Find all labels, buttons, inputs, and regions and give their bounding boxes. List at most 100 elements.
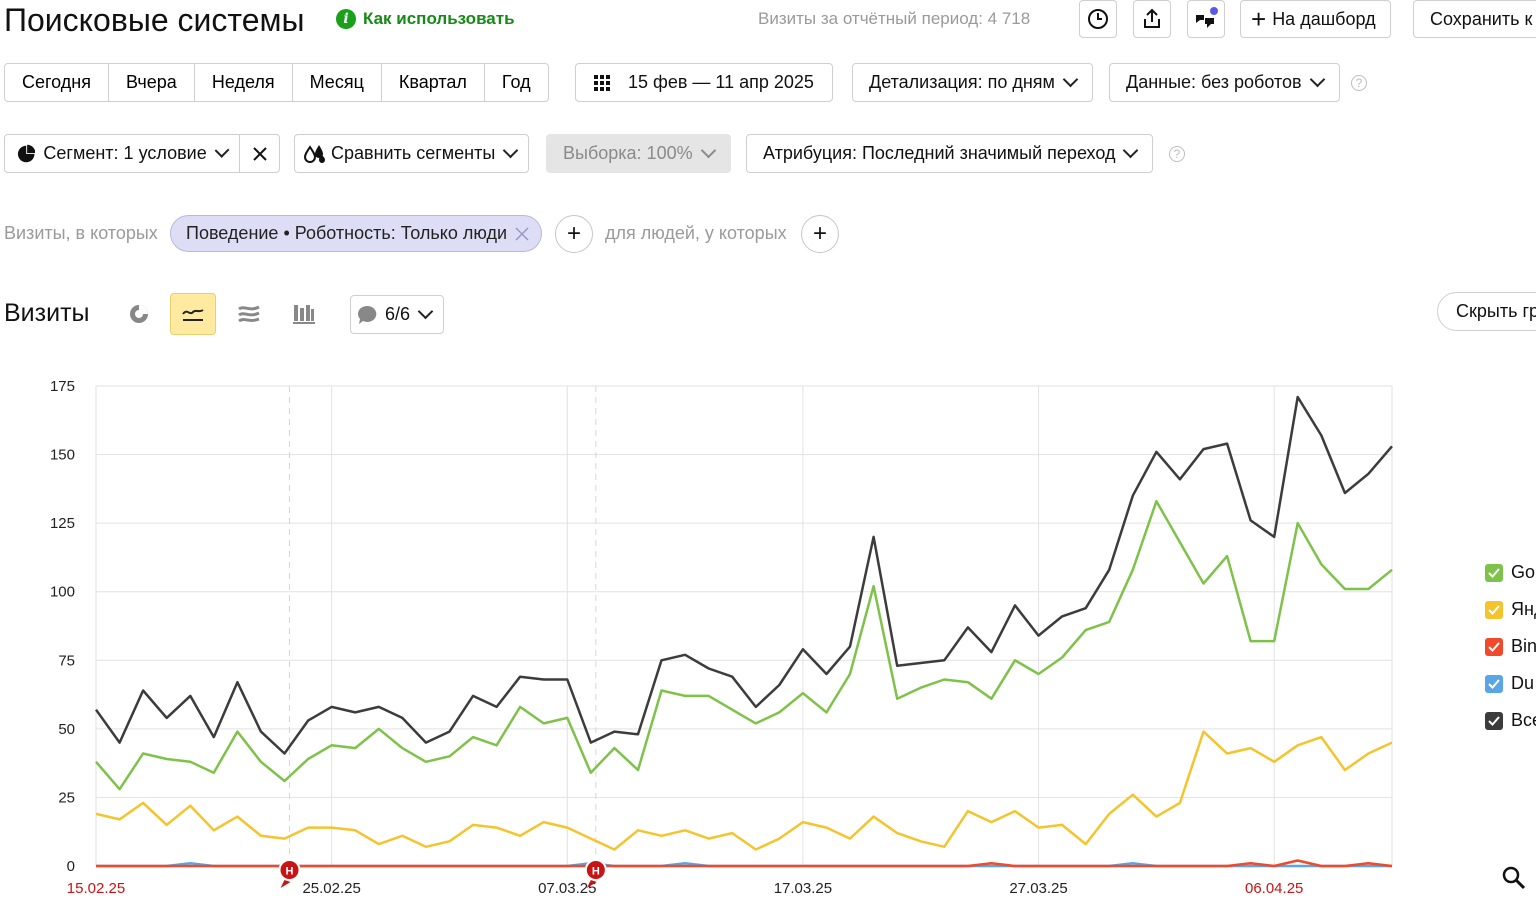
y-tick-label: 0: [67, 858, 75, 875]
series-line: [95, 499, 1393, 791]
sample-dropdown[interactable]: Выборка: 100%: [546, 134, 731, 173]
bar-chart-icon: [293, 305, 315, 324]
period-quarter[interactable]: Квартал: [382, 64, 485, 101]
x-tick-label: 07.03.25: [538, 880, 596, 897]
y-tick-label: 100: [50, 584, 75, 601]
chart-title: Визиты: [4, 299, 90, 327]
line-chart-view-button[interactable]: [170, 293, 216, 335]
x-tick-label: 15.02.25: [67, 880, 125, 897]
pie-chart-view-button[interactable]: [116, 293, 162, 335]
segment-label: Сегмент: 1 условие: [43, 143, 207, 163]
assistant-button[interactable]: [1187, 0, 1225, 38]
checkbox-icon[interactable]: [1485, 637, 1503, 656]
checkbox-icon[interactable]: [1485, 674, 1503, 693]
legend-item[interactable]: Все: [1485, 710, 1536, 731]
comment-icon: [357, 305, 377, 324]
legend-item[interactable]: Du: [1485, 673, 1536, 694]
period-month[interactable]: Месяц: [293, 64, 382, 101]
line-chart-icon: [182, 309, 204, 321]
legend-item[interactable]: Go: [1485, 562, 1536, 583]
export-button[interactable]: [1133, 0, 1171, 38]
people-prefix: для людей, у которых: [605, 223, 787, 243]
close-icon: [252, 146, 267, 161]
chevron-down-icon: [417, 303, 434, 320]
y-tick-label: 175: [50, 378, 75, 395]
close-icon[interactable]: [515, 226, 529, 241]
chat-bubbles-icon: [1196, 7, 1218, 28]
legend-item[interactable]: Bin: [1485, 636, 1536, 657]
plus-icon: +: [1251, 4, 1267, 34]
period-yesterday[interactable]: Вчера: [109, 64, 195, 101]
filter-chip[interactable]: Поведение • Роботность: Только люди: [170, 215, 543, 252]
magnifier-icon: [1502, 866, 1526, 890]
segment-dropdown[interactable]: Сегмент: 1 условие: [4, 134, 240, 173]
clock-icon: [1088, 9, 1108, 29]
history-button[interactable]: [1079, 0, 1117, 38]
series-line: [94, 395, 1393, 755]
data-filter-dropdown[interactable]: Данные: без роботов: [1109, 63, 1340, 102]
series-line: [96, 859, 1393, 868]
save-label: Сохранить к: [1430, 8, 1533, 29]
visits-total: Визиты за отчётный период: 4 718: [758, 9, 1031, 28]
area-chart-view-button[interactable]: [226, 293, 272, 335]
save-button[interactable]: Сохранить к: [1413, 0, 1536, 38]
annotation-label: Н: [286, 866, 294, 878]
x-tick-label: 06.04.25: [1245, 880, 1303, 897]
how-to-link[interactable]: i Как использовать: [336, 9, 515, 29]
chevron-down-icon: [503, 142, 519, 159]
period-week[interactable]: Неделя: [195, 64, 293, 101]
chevron-down-icon: [1309, 71, 1325, 88]
area-chart-icon: [238, 305, 260, 323]
legend-label: Go: [1511, 562, 1536, 582]
legend-label: Du: [1511, 673, 1535, 693]
period-today[interactable]: Сегодня: [5, 64, 109, 101]
sample-label: Выборка: 100%: [563, 143, 693, 163]
legend-label: Все: [1511, 710, 1536, 730]
x-tick-label: 17.03.25: [774, 880, 832, 897]
add-to-dashboard-button[interactable]: + На дашборд: [1240, 0, 1391, 38]
checkbox-icon[interactable]: [1485, 600, 1503, 619]
pie-chart-icon: [130, 305, 148, 323]
detail-dropdown[interactable]: Детализация: по дням: [852, 63, 1093, 102]
x-tick-label: 25.02.25: [302, 880, 360, 897]
date-range-button[interactable]: 15 фев — 11 апр 2025: [575, 63, 833, 102]
help-icon[interactable]: ?: [1351, 75, 1367, 91]
attribution-label: Атрибуция: Последний значимый переход: [763, 143, 1116, 163]
drops-icon: [303, 144, 325, 163]
add-to-dashboard-label: На дашборд: [1272, 8, 1376, 29]
compare-segments-dropdown[interactable]: Сравнить сегменты: [294, 134, 530, 173]
period-year[interactable]: Год: [501, 72, 531, 92]
chevron-down-icon: [1062, 71, 1079, 88]
help-icon[interactable]: ?: [1169, 146, 1185, 162]
checkbox-icon[interactable]: [1485, 563, 1503, 582]
plus-icon: +: [812, 220, 827, 247]
hide-chart-label: Скрыть гр: [1456, 301, 1536, 321]
pie-icon: [17, 144, 36, 162]
y-tick-label: 25: [58, 789, 75, 806]
series-count-dropdown[interactable]: 6/6: [350, 295, 445, 334]
filter-prefix: Визиты, в которых: [4, 223, 158, 243]
checkbox-icon[interactable]: [1485, 711, 1503, 730]
bar-chart-view-button[interactable]: [281, 293, 327, 335]
legend-item[interactable]: Янд: [1485, 599, 1536, 620]
chart-legend: Go Янд Bin Du Все: [1485, 562, 1536, 731]
legend-label: Янд: [1511, 599, 1536, 619]
hide-chart-button[interactable]: Скрыть гр: [1437, 292, 1536, 331]
y-tick-label: 75: [58, 652, 75, 669]
attribution-dropdown[interactable]: Атрибуция: Последний значимый переход: [746, 134, 1154, 173]
annotation-pin: [280, 880, 291, 888]
zoom-button[interactable]: [1502, 866, 1526, 895]
how-to-label: Как использовать: [363, 9, 515, 28]
info-icon: i: [336, 9, 356, 29]
add-visit-condition-button[interactable]: +: [555, 215, 593, 253]
data-filter-label: Данные: без роботов: [1126, 72, 1302, 92]
annotation-marker: [278, 859, 301, 881]
plus-icon: +: [566, 220, 581, 247]
visits-line-chart: 0 25 50 75 100 125 150 175 15.02.25 25.02.25 07.03…: [50, 378, 1393, 897]
series-line: [95, 730, 1393, 851]
chevron-down-icon: [700, 142, 716, 159]
annotation-marker: [584, 859, 607, 881]
add-people-condition-button[interactable]: +: [801, 215, 839, 253]
clear-segment-button[interactable]: [239, 134, 280, 173]
y-tick-label: 150: [50, 447, 75, 464]
